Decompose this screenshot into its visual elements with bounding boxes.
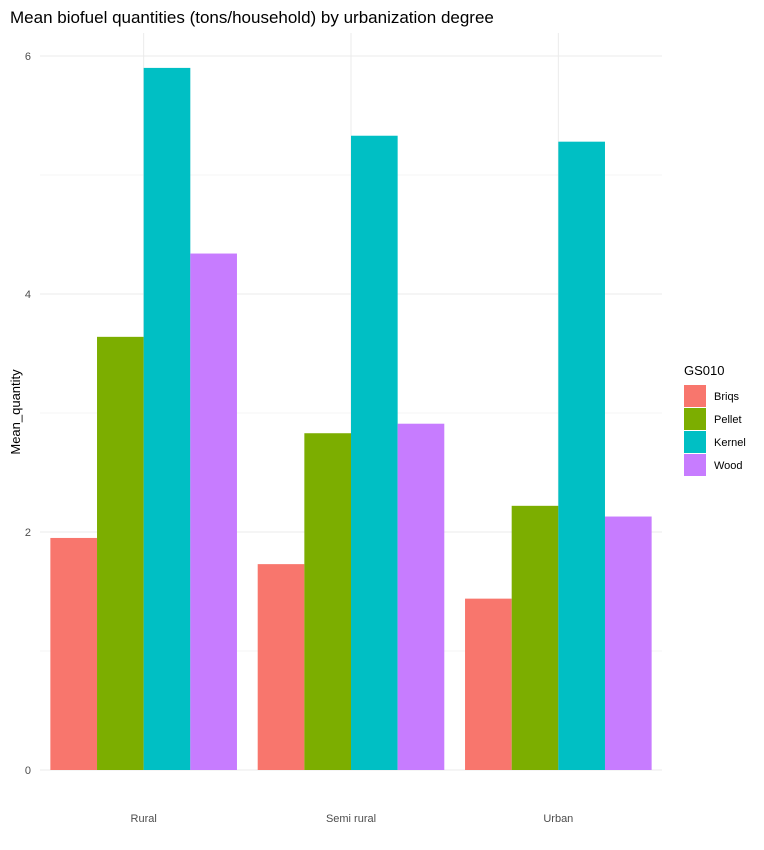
legend-label: Wood: [714, 460, 743, 472]
bar-kernel: [558, 141, 605, 770]
legend-label: Kernel: [714, 437, 746, 449]
legend-key-kernel: [684, 431, 706, 453]
y-tick-label: 4: [25, 289, 31, 301]
bar-briqs: [257, 564, 305, 770]
legend-key-briqs: [684, 385, 706, 407]
legend: GS010 Briqs Pellet Kernel Wood: [684, 363, 746, 476]
x-tick-label: Rural: [131, 813, 157, 825]
bar-kernel: [143, 67, 191, 770]
x-tick-label: Urban: [543, 813, 573, 825]
y-tick-label: 0: [25, 765, 31, 777]
bar-kernel: [351, 135, 398, 771]
bar-pellet: [97, 336, 144, 770]
y-axis-ticks: 0 2 4 6: [25, 51, 31, 777]
chart-title: Mean biofuel quantities (tons/household)…: [10, 8, 494, 27]
x-axis-ticks: Rural Semi rural Urban: [131, 813, 574, 825]
y-tick-label: 6: [25, 51, 31, 63]
bar-wood: [397, 423, 445, 770]
bar-wood: [190, 253, 237, 771]
bars: [50, 67, 652, 771]
legend-label: Briqs: [714, 391, 740, 403]
legend-key-wood: [684, 454, 706, 476]
bar-briqs: [465, 598, 512, 770]
legend-key-pellet: [684, 408, 706, 430]
bar-pellet: [511, 505, 559, 770]
x-tick-label: Semi rural: [326, 813, 376, 825]
bar-pellet: [304, 433, 351, 770]
legend-label: Pellet: [714, 414, 742, 426]
y-tick-label: 2: [25, 527, 31, 539]
bar-wood: [604, 516, 652, 770]
legend-title: GS010: [684, 363, 724, 378]
y-axis-title: Mean_quantity: [8, 369, 23, 455]
bar-briqs: [50, 537, 98, 770]
